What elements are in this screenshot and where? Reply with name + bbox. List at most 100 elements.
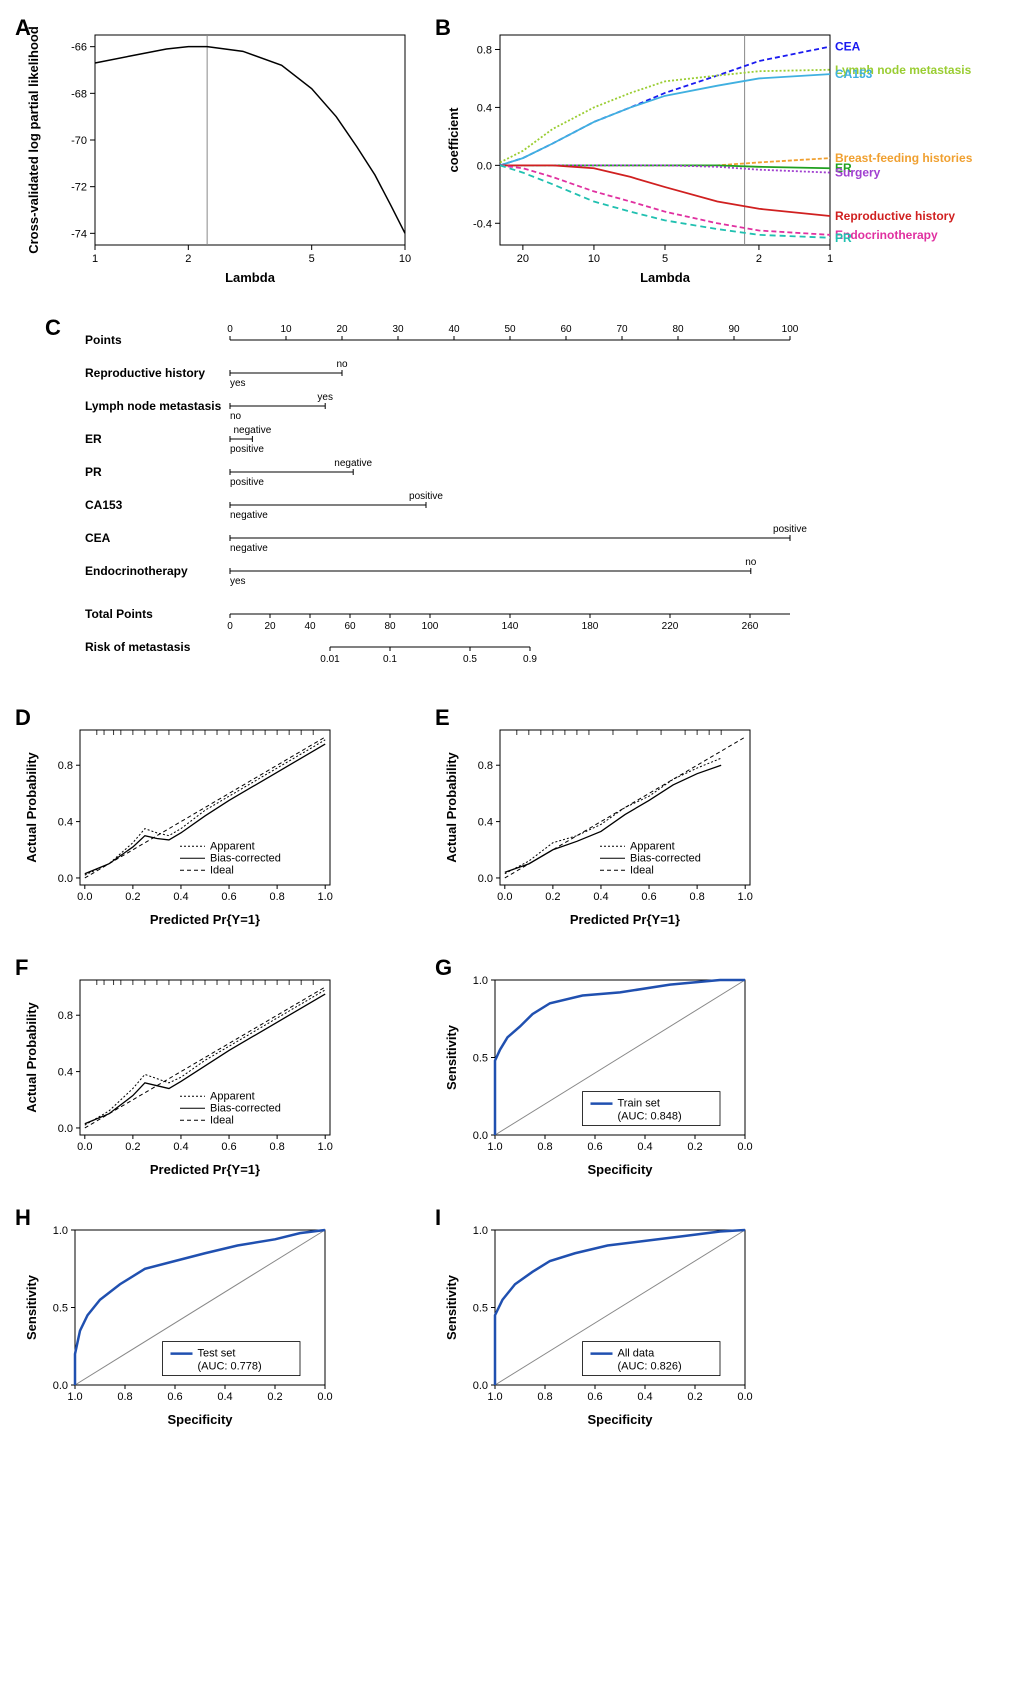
svg-text:0.5: 0.5 — [53, 1303, 68, 1315]
svg-text:no: no — [230, 411, 242, 422]
panel-f-label: F — [15, 955, 28, 981]
svg-text:-74: -74 — [71, 228, 87, 240]
svg-text:0.8: 0.8 — [477, 44, 492, 56]
svg-text:60: 60 — [344, 621, 356, 632]
svg-text:2: 2 — [756, 253, 762, 265]
svg-text:positive: positive — [230, 477, 264, 488]
svg-text:100: 100 — [782, 324, 799, 335]
svg-text:Actual Probability: Actual Probability — [24, 751, 39, 862]
svg-text:90: 90 — [728, 324, 740, 335]
svg-text:0.0: 0.0 — [58, 873, 73, 885]
svg-text:0.8: 0.8 — [537, 1391, 552, 1403]
panel-f-chart: 0.00.20.40.60.81.00.00.40.8Predicted Pr{… — [20, 960, 340, 1180]
svg-text:10: 10 — [399, 253, 411, 265]
svg-text:negative: negative — [334, 458, 372, 469]
panel-a-label: A — [15, 15, 31, 41]
svg-text:1.0: 1.0 — [487, 1141, 502, 1153]
svg-text:-68: -68 — [71, 88, 87, 100]
svg-text:Apparent: Apparent — [630, 840, 675, 852]
panel-g: G 1.00.80.60.40.20.00.00.51.0Specificity… — [440, 960, 760, 1180]
svg-text:0.0: 0.0 — [473, 1380, 488, 1392]
svg-text:Reproductive history: Reproductive history — [85, 366, 205, 380]
svg-text:0.4: 0.4 — [58, 817, 73, 829]
svg-text:Test set: Test set — [198, 1348, 236, 1360]
figure-container: A 12510-74-72-70-68-66LambdaCross-valida… — [20, 20, 1000, 1430]
svg-text:Sensitivity: Sensitivity — [444, 1274, 459, 1340]
svg-text:ER: ER — [85, 432, 102, 446]
svg-text:Bias-corrected: Bias-corrected — [210, 852, 281, 864]
svg-text:0.5: 0.5 — [473, 1053, 488, 1065]
svg-text:40: 40 — [304, 621, 316, 632]
panel-i: I 1.00.80.60.40.20.00.00.51.0Specificity… — [440, 1210, 760, 1430]
svg-text:Lymph node metastasis: Lymph node metastasis — [85, 399, 222, 413]
svg-text:0.2: 0.2 — [687, 1141, 702, 1153]
svg-text:0.0: 0.0 — [58, 1123, 73, 1135]
svg-text:0.4: 0.4 — [593, 891, 608, 903]
panel-a-chart: 12510-74-72-70-68-66LambdaCross-validate… — [20, 20, 420, 290]
svg-text:coefficient: coefficient — [446, 107, 461, 173]
svg-text:Sensitivity: Sensitivity — [444, 1024, 459, 1090]
svg-text:180: 180 — [582, 621, 599, 632]
svg-text:1.0: 1.0 — [53, 1225, 68, 1237]
svg-text:positive: positive — [230, 444, 264, 455]
svg-text:50: 50 — [504, 324, 516, 335]
svg-text:0.0: 0.0 — [77, 1141, 92, 1153]
svg-text:220: 220 — [662, 621, 679, 632]
svg-text:0.6: 0.6 — [221, 1141, 236, 1153]
panel-e: E 0.00.20.40.60.81.00.00.40.8Predicted P… — [440, 710, 760, 930]
svg-text:0.0: 0.0 — [737, 1391, 752, 1403]
svg-text:Cross-validated log partial li: Cross-validated log partial likelihood — [26, 26, 41, 254]
svg-text:10: 10 — [588, 253, 600, 265]
svg-text:negative: negative — [230, 510, 268, 521]
svg-text:20: 20 — [517, 253, 529, 265]
svg-text:Bias-corrected: Bias-corrected — [630, 852, 701, 864]
svg-text:0.8: 0.8 — [58, 1010, 73, 1022]
svg-text:0.4: 0.4 — [478, 817, 493, 829]
svg-text:PR: PR — [85, 465, 102, 479]
svg-text:Lambda: Lambda — [640, 270, 691, 285]
svg-text:Apparent: Apparent — [210, 840, 255, 852]
svg-text:60: 60 — [560, 324, 572, 335]
svg-text:CA153: CA153 — [85, 498, 123, 512]
panel-b-chart: 2010521-0.40.00.40.8LambdacoefficientCEA… — [440, 20, 1000, 290]
panel-g-label: G — [435, 955, 452, 981]
svg-text:0.0: 0.0 — [477, 160, 492, 172]
svg-text:0.2: 0.2 — [687, 1391, 702, 1403]
svg-text:1.0: 1.0 — [473, 975, 488, 987]
svg-text:Ideal: Ideal — [210, 1114, 234, 1126]
svg-text:Specificity: Specificity — [587, 1162, 653, 1177]
svg-text:100: 100 — [422, 621, 439, 632]
svg-text:1.0: 1.0 — [738, 891, 753, 903]
svg-text:Specificity: Specificity — [167, 1412, 233, 1427]
svg-text:no: no — [336, 359, 348, 370]
svg-text:0.8: 0.8 — [689, 891, 704, 903]
panel-f: F 0.00.20.40.60.81.00.00.40.8Predicted P… — [20, 960, 340, 1180]
svg-text:0.0: 0.0 — [737, 1141, 752, 1153]
svg-text:0.01: 0.01 — [320, 654, 340, 665]
svg-text:40: 40 — [448, 324, 460, 335]
svg-text:0.4: 0.4 — [58, 1067, 73, 1079]
svg-text:0.0: 0.0 — [77, 891, 92, 903]
svg-text:0.8: 0.8 — [537, 1141, 552, 1153]
svg-text:0.0: 0.0 — [497, 891, 512, 903]
svg-text:Risk of metastasis: Risk of metastasis — [85, 640, 191, 654]
svg-text:CEA: CEA — [85, 531, 111, 545]
svg-text:0.8: 0.8 — [117, 1391, 132, 1403]
svg-text:0.0: 0.0 — [53, 1380, 68, 1392]
svg-text:0.4: 0.4 — [173, 891, 188, 903]
svg-text:0.0: 0.0 — [473, 1130, 488, 1142]
svg-text:CEA: CEA — [835, 40, 861, 54]
svg-text:(AUC: 0.848): (AUC: 0.848) — [618, 1111, 682, 1123]
svg-text:0.9: 0.9 — [523, 654, 537, 665]
svg-text:positive: positive — [773, 524, 807, 535]
svg-text:20: 20 — [336, 324, 348, 335]
panel-a: A 12510-74-72-70-68-66LambdaCross-valida… — [20, 20, 420, 290]
svg-text:0.6: 0.6 — [587, 1391, 602, 1403]
svg-text:Reproductive history: Reproductive history — [835, 209, 955, 223]
svg-text:Bias-corrected: Bias-corrected — [210, 1102, 281, 1114]
svg-text:no: no — [745, 557, 757, 568]
svg-text:Ideal: Ideal — [630, 864, 654, 876]
svg-text:0.2: 0.2 — [267, 1391, 282, 1403]
svg-text:CA153: CA153 — [835, 67, 873, 81]
svg-text:Apparent: Apparent — [210, 1090, 255, 1102]
